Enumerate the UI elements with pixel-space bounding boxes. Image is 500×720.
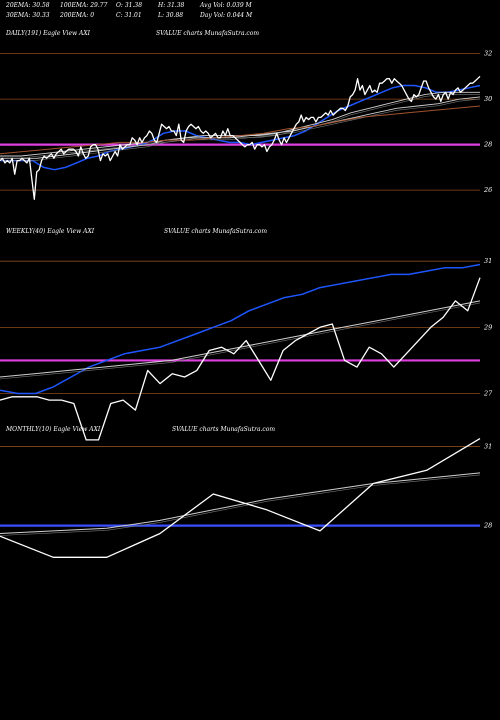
series-ema_slow-band [0,302,481,380]
y-tick-label: 28 [483,141,492,149]
indicator-header: 20EMA: 30.58 100EMA: 29.77 O: 31.38 H: 3… [5,2,253,19]
header-avg-vol: Avg Vol: 0.039 M [199,2,253,9]
daily-title: DAILY(191) Eagle View AXI [5,30,91,37]
series-ema30-band [0,94,480,161]
y-tick-label: 31 [484,443,492,451]
series-ema_slow [0,472,481,534]
series-ema100 [0,105,481,155]
weekly-plot: 27 29 31 [0,257,493,441]
y-tick-label: 32 [484,50,492,58]
header-ema100: 100EMA: 29.77 [60,2,108,9]
series-ema_slow-band [0,474,481,536]
monthly-subtitle: SVALUE charts MunafaSutra.com [172,426,275,433]
daily-subtitle: SVALUE charts MunafaSutra.com [156,30,259,37]
y-tick-label: 26 [483,186,492,194]
weekly-subtitle: SVALUE charts MunafaSutra.com [164,228,267,235]
series-ema20 [0,263,481,395]
weekly-title: WEEKLY(40) Eagle View AXI [6,228,95,235]
header-ema30: 30EMA: 30.33 [6,12,50,19]
header-ema200: 200EMA: 0 [59,12,94,19]
y-tick-label: 27 [483,390,493,398]
daily-plot: 26 28 30 32 [0,50,492,200]
header-day-vol: Day Vol: 0.044 M [199,12,253,19]
header-close: C: 31.01 [116,12,142,19]
header-high: H: 31.38 [157,2,185,9]
series-price [0,75,481,200]
daily-panel: DAILY(191) Eagle View AXI SVALUE charts … [0,30,492,200]
y-tick-label: 28 [483,522,492,530]
y-tick-label: 29 [483,323,492,331]
monthly-panel: MONTHLY(10) Eagle View AXI SVALUE charts… [0,426,492,558]
y-tick-label: 30 [484,95,492,103]
y-tick-label: 31 [484,257,492,265]
series-price [0,277,481,441]
header-ema20: 20EMA: 30.58 [5,2,50,9]
header-open: O: 31.38 [116,2,142,9]
series-price [0,438,481,558]
monthly-title: MONTHLY(10) Eagle View AXI [5,426,101,433]
header-low: L: 30.88 [157,12,183,19]
weekly-panel: WEEKLY(40) Eagle View AXI SVALUE charts … [0,228,493,441]
monthly-plot: 28 31 [0,438,492,558]
